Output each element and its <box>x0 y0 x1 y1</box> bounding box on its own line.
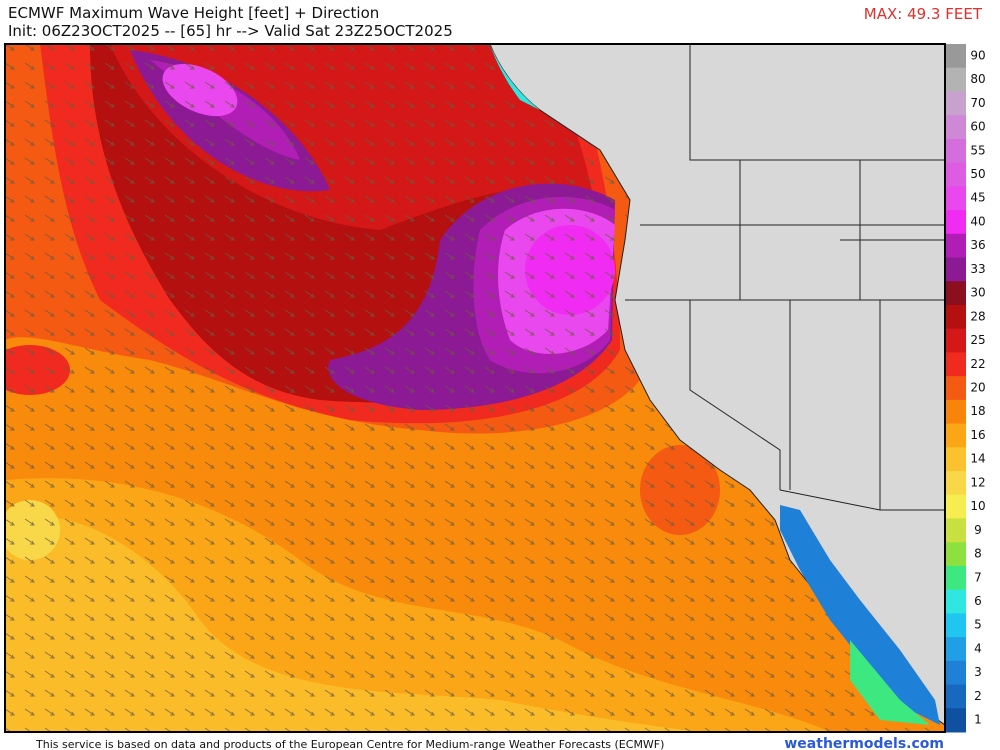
legend-label: 30 <box>970 286 985 300</box>
legend-label: 20 <box>970 381 985 395</box>
legend-label: 1 <box>974 713 982 727</box>
legend-swatch <box>946 304 966 330</box>
legend-swatch <box>946 281 966 306</box>
legend-swatch <box>946 708 966 733</box>
title: ECMWF Maximum Wave Height [feet] + Direc… <box>8 4 380 22</box>
legend-label: 8 <box>974 547 982 561</box>
legend-swatch <box>946 186 966 211</box>
legend-label: 4 <box>974 641 982 655</box>
legend-label: 90 <box>970 48 985 62</box>
legend-swatch <box>946 210 966 235</box>
map-frame <box>4 43 946 733</box>
site[interactable]: weathermodels.com <box>784 736 944 750</box>
legend-label: 45 <box>970 191 985 205</box>
legend-label: 6 <box>974 594 982 608</box>
legend-swatch <box>946 565 966 591</box>
legend-swatch <box>946 162 966 187</box>
legend-swatch <box>946 518 966 543</box>
legend-label: 5 <box>974 618 982 632</box>
max-label: MAX: 49.3 FEET <box>863 5 982 23</box>
legend-label: 7 <box>974 570 982 584</box>
legend-label: 22 <box>970 357 985 371</box>
credit: This service is based on data and produc… <box>35 738 664 750</box>
legend-swatch <box>946 233 966 259</box>
legend-swatch <box>946 91 966 116</box>
legend-label: 80 <box>970 72 985 86</box>
legend-label: 2 <box>974 689 982 703</box>
legend-label: 33 <box>970 262 985 276</box>
colorbar: 9080706055504540363330282522201816141210… <box>946 44 986 733</box>
legend-swatch <box>946 494 966 519</box>
legend-label: 9 <box>974 523 982 537</box>
legend-swatch <box>946 613 966 638</box>
legend-label: 50 <box>970 167 985 181</box>
legend-swatch <box>946 115 966 140</box>
legend-swatch <box>946 399 966 425</box>
legend-swatch <box>946 637 966 662</box>
wave-field <box>5 44 945 732</box>
legend-label: 18 <box>970 404 985 418</box>
legend-swatch <box>946 44 966 69</box>
legend-label: 70 <box>970 96 985 110</box>
legend-swatch <box>946 471 966 496</box>
legend-swatch <box>946 447 966 472</box>
legend-label: 36 <box>970 238 985 252</box>
legend-label: 10 <box>970 499 985 513</box>
legend-label: 25 <box>970 333 985 347</box>
legend-swatch <box>946 328 966 353</box>
legend-swatch <box>946 542 966 567</box>
legend-swatch <box>946 138 966 164</box>
legend-swatch <box>946 589 966 614</box>
legend-swatch <box>946 684 966 709</box>
legend-swatch <box>946 423 966 448</box>
legend-label: 12 <box>970 475 985 489</box>
subtitle: Init: 06Z23OCT2025 -- [65] hr --> Valid … <box>8 22 453 40</box>
legend-label: 16 <box>970 428 985 442</box>
legend-swatch <box>946 352 966 377</box>
legend-label: 14 <box>970 452 985 466</box>
legend-label: 60 <box>970 120 985 134</box>
legend-label: 55 <box>970 143 985 157</box>
legend-swatch <box>946 257 966 282</box>
legend-swatch <box>946 67 966 92</box>
legend-swatch <box>946 376 966 401</box>
legend-label: 40 <box>970 214 985 228</box>
legend-label: 3 <box>974 665 982 679</box>
legend-label: 28 <box>970 309 985 323</box>
legend-swatch <box>946 660 966 686</box>
